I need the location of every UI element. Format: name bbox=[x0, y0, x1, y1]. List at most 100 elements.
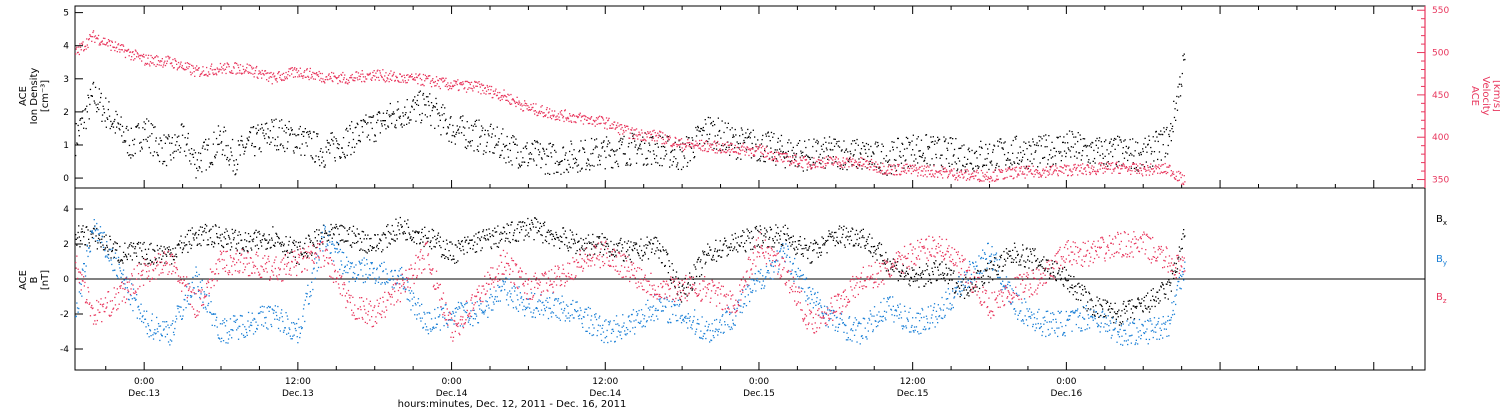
data-point bbox=[800, 160, 801, 161]
data-point bbox=[261, 78, 262, 79]
data-point bbox=[1041, 175, 1042, 176]
data-point bbox=[362, 250, 363, 251]
data-point bbox=[934, 176, 935, 177]
data-point bbox=[276, 149, 277, 150]
data-point bbox=[285, 78, 286, 79]
data-point bbox=[100, 97, 101, 98]
data-point bbox=[512, 239, 513, 240]
data-point bbox=[284, 251, 285, 252]
data-point bbox=[557, 172, 558, 173]
data-point bbox=[978, 168, 979, 169]
data-point bbox=[1011, 145, 1012, 146]
data-point bbox=[651, 134, 652, 135]
data-point bbox=[1021, 166, 1022, 167]
data-point bbox=[1068, 149, 1069, 150]
data-point bbox=[494, 147, 495, 148]
data-point bbox=[523, 148, 524, 149]
data-point bbox=[462, 84, 463, 85]
data-point bbox=[395, 76, 396, 77]
data-point bbox=[733, 248, 734, 249]
data-point bbox=[1145, 171, 1146, 172]
data-point bbox=[1089, 172, 1090, 173]
data-point bbox=[598, 156, 599, 157]
data-point bbox=[797, 145, 798, 146]
data-point bbox=[393, 231, 394, 232]
data-point bbox=[491, 248, 492, 249]
data-point bbox=[115, 111, 116, 112]
data-point bbox=[1148, 144, 1149, 145]
data-point bbox=[87, 95, 88, 96]
data-point bbox=[1092, 171, 1093, 172]
data-point bbox=[553, 115, 554, 116]
data-point bbox=[520, 104, 521, 105]
data-point bbox=[489, 233, 490, 234]
data-point bbox=[657, 162, 658, 163]
data-point bbox=[475, 233, 476, 234]
data-point bbox=[162, 147, 163, 148]
data-point bbox=[583, 123, 584, 124]
data-point bbox=[1061, 166, 1062, 167]
data-point bbox=[637, 138, 638, 139]
data-point bbox=[82, 44, 83, 45]
data-point bbox=[1050, 150, 1051, 151]
data-point bbox=[588, 118, 589, 119]
data-point bbox=[814, 164, 815, 165]
data-point bbox=[540, 143, 541, 144]
data-point bbox=[196, 65, 197, 66]
data-point bbox=[529, 158, 530, 159]
data-point bbox=[1010, 176, 1011, 177]
data-point bbox=[513, 235, 514, 236]
data-point bbox=[357, 124, 358, 125]
data-point bbox=[161, 140, 162, 141]
data-point bbox=[610, 251, 611, 252]
data-point bbox=[518, 101, 519, 102]
data-point bbox=[786, 240, 787, 241]
data-point bbox=[679, 144, 680, 145]
data-point bbox=[415, 121, 416, 122]
data-point bbox=[757, 146, 758, 147]
data-point bbox=[160, 246, 161, 247]
data-point bbox=[926, 134, 927, 135]
data-point bbox=[552, 115, 553, 116]
data-point bbox=[610, 241, 611, 242]
data-point bbox=[337, 143, 338, 144]
data-point bbox=[732, 234, 733, 235]
data-point bbox=[251, 145, 252, 146]
data-point bbox=[152, 124, 153, 125]
data-point bbox=[588, 164, 589, 165]
data-point bbox=[517, 152, 518, 153]
data-point bbox=[914, 169, 915, 170]
data-point bbox=[475, 126, 476, 127]
data-point bbox=[512, 222, 513, 223]
data-point bbox=[546, 241, 547, 242]
data-point bbox=[246, 240, 247, 241]
data-point bbox=[1033, 176, 1034, 177]
data-point bbox=[234, 232, 235, 233]
data-point bbox=[448, 141, 449, 142]
data-point bbox=[593, 166, 594, 167]
data-point bbox=[779, 153, 780, 154]
data-point bbox=[599, 116, 600, 117]
data-point bbox=[465, 147, 466, 148]
data-point bbox=[917, 175, 918, 176]
data-point bbox=[240, 234, 241, 235]
data-point bbox=[525, 235, 526, 236]
data-point bbox=[1061, 172, 1062, 173]
data-point bbox=[262, 132, 263, 133]
data-point bbox=[466, 148, 467, 149]
data-point bbox=[489, 151, 490, 152]
data-point bbox=[197, 70, 198, 71]
data-point bbox=[744, 142, 745, 143]
data-point bbox=[854, 140, 855, 141]
data-point bbox=[792, 157, 793, 158]
data-point bbox=[903, 165, 904, 166]
data-point bbox=[187, 252, 188, 253]
data-point bbox=[652, 248, 653, 249]
data-point bbox=[661, 137, 662, 138]
data-point bbox=[713, 148, 714, 149]
data-point bbox=[443, 78, 444, 79]
data-point bbox=[765, 133, 766, 134]
data-point bbox=[650, 131, 651, 132]
data-point bbox=[597, 146, 598, 147]
data-point bbox=[986, 172, 987, 173]
